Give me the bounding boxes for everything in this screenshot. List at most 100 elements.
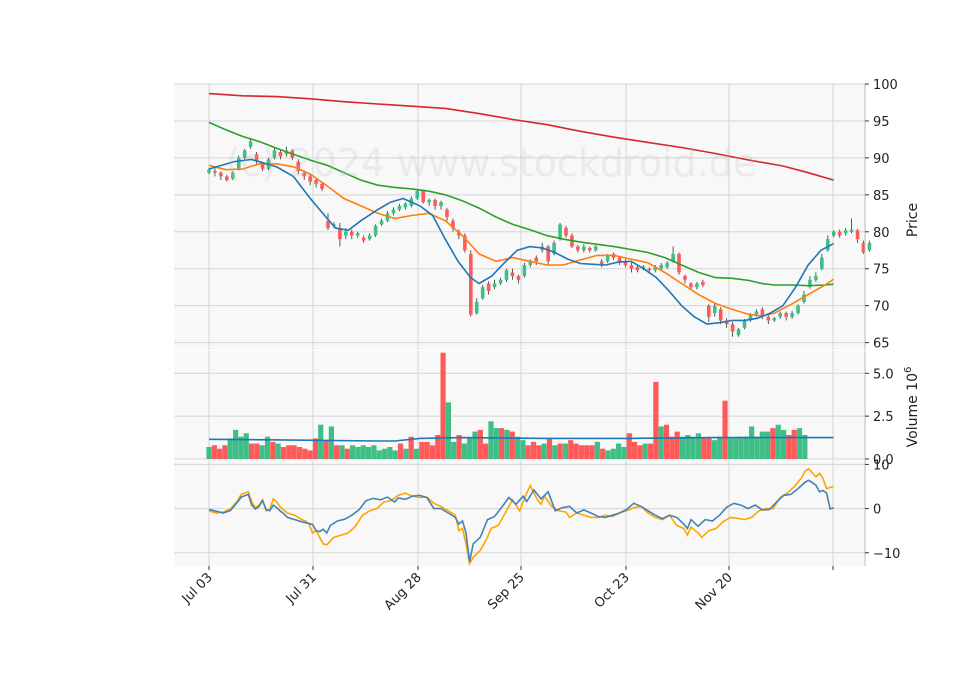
candle-body (712, 305, 717, 314)
volume-bar (461, 443, 467, 459)
price-ytick-label: 70 (873, 300, 890, 315)
candle-body (647, 268, 652, 271)
candle-body (272, 150, 277, 158)
volume-bar (653, 381, 659, 459)
volume-bar (589, 445, 595, 459)
candle-body (599, 261, 604, 266)
price-ytick-label: 85 (873, 189, 890, 204)
candle-body (350, 231, 354, 236)
price-ytick-label: 95 (873, 115, 890, 130)
volume-bar (658, 426, 664, 459)
volume-bar (291, 445, 297, 459)
candle-body (718, 309, 723, 321)
candle-body (379, 220, 384, 225)
volume-bar (360, 445, 366, 459)
candle-body (344, 231, 348, 236)
volume-bar (605, 450, 611, 459)
volume-bar (573, 443, 579, 459)
volume-bar (749, 426, 755, 459)
oscillator-panel-bg (174, 460, 865, 566)
candle-body (421, 191, 425, 203)
volume-bar (233, 429, 239, 459)
candle-body (439, 202, 443, 206)
x-tick-label: Aug 28 (382, 570, 425, 613)
candle-body (707, 305, 711, 317)
candle-body (849, 229, 854, 232)
candle-body (534, 257, 539, 262)
candle-body (361, 237, 366, 241)
candle-body (463, 235, 467, 251)
volume-bar (435, 435, 441, 459)
candle-body (397, 205, 402, 210)
oscillator-line-a (208, 479, 835, 562)
oscillator-ytick-label: −10 (873, 547, 900, 562)
volume-bar (706, 438, 712, 459)
candle-body (867, 242, 872, 251)
volume-bar (770, 428, 776, 459)
candle-body (754, 311, 759, 315)
candle-body (837, 231, 842, 236)
volume-bar (264, 436, 271, 459)
candle-body (338, 228, 342, 240)
candle-body (474, 301, 479, 314)
ma-long-line (208, 92, 834, 181)
volume-bar (759, 431, 765, 459)
candle-body (814, 276, 818, 280)
x-tick-label: Oct 23 (592, 570, 633, 611)
volume-bar (647, 443, 654, 459)
volume-bar (467, 438, 473, 459)
price-ytick-label: 75 (873, 263, 890, 278)
candle-body (695, 283, 699, 288)
price-ytick-label: 80 (873, 226, 890, 241)
volume-bar (717, 436, 723, 459)
candle-body (653, 267, 658, 271)
volume-bar (413, 448, 420, 459)
candle-body (403, 203, 408, 208)
oscillator-ytick-label: 10 (873, 458, 890, 473)
candle-body (558, 224, 562, 240)
volume-bar (429, 445, 436, 459)
volume-bar (334, 445, 340, 459)
candle-body (689, 283, 693, 288)
candle-body (802, 294, 806, 302)
volume-bar (483, 443, 489, 459)
volume-bar (392, 450, 398, 459)
volume-bar (270, 441, 276, 459)
volume-bar (408, 436, 414, 459)
x-tick-label: Nov 20 (693, 570, 736, 613)
volume-bar (296, 447, 303, 459)
volume-bar (557, 443, 563, 459)
volume-bar (552, 445, 558, 459)
price-axis-label: Price (905, 203, 921, 237)
candle-body (427, 200, 431, 203)
candle-body (588, 248, 592, 251)
candle-body (242, 150, 247, 158)
volume-bar (621, 447, 627, 459)
volume-bar (791, 429, 797, 459)
volume-bar (610, 448, 616, 459)
candle-body (778, 313, 782, 317)
volume-bar (440, 352, 446, 459)
volume-bar (350, 445, 356, 459)
volume-bar (546, 438, 553, 459)
volume-bar (302, 448, 308, 459)
candle-body (207, 169, 211, 173)
candle-body (546, 246, 550, 262)
volume-bar (387, 447, 393, 459)
candle-body (492, 283, 497, 288)
volume-ytick-label: 0.0 (873, 453, 894, 468)
volume-bar (796, 428, 803, 459)
volume-bar (371, 445, 377, 459)
volume-bar (578, 445, 584, 459)
candle-body (355, 233, 360, 236)
volume-bar (685, 435, 691, 459)
volume-bar (780, 429, 787, 459)
volume-bar (211, 445, 217, 459)
candle-body (326, 220, 330, 229)
volume-bar (775, 424, 781, 459)
volume-bar (217, 448, 223, 459)
candle-body (516, 276, 521, 280)
candle-body (730, 324, 735, 332)
